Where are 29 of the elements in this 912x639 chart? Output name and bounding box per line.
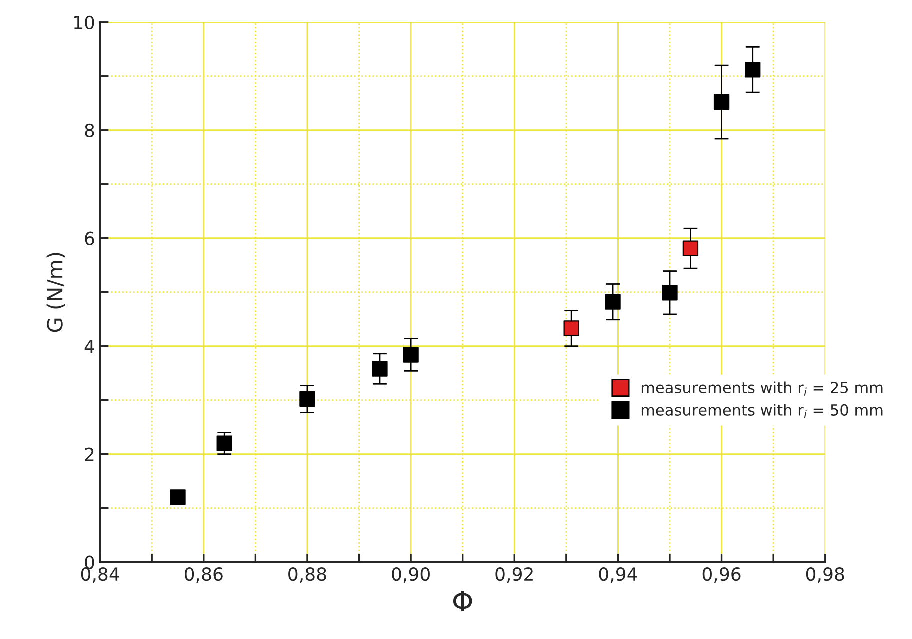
x-tick-label: 0,98	[806, 568, 844, 583]
y-tick-label: 8	[85, 124, 94, 138]
y-tick-label: 10	[74, 16, 94, 30]
point	[564, 320, 580, 336]
y-tick-label: 4	[84, 340, 94, 354]
x-tick-label: 0,96	[702, 568, 741, 583]
point	[714, 94, 730, 110]
point	[745, 62, 761, 78]
point	[403, 347, 419, 363]
x-tick-label: 0,94	[599, 568, 638, 583]
y-tick-label: 6	[85, 232, 94, 246]
point	[682, 240, 699, 256]
x-tick-label: 0,88	[288, 568, 326, 583]
point	[216, 436, 232, 452]
legend-label: measurements with r$_{i}$ = 25 mm	[642, 382, 883, 396]
x-tick-label: 0,86	[184, 568, 223, 583]
point	[372, 361, 388, 377]
y-tick-label: 0	[85, 556, 94, 570]
point	[605, 294, 621, 310]
y-axis-title: G (N/m)	[46, 253, 66, 332]
x-axis-title: Φ	[453, 591, 472, 612]
x-tick-label: 0,90	[392, 568, 430, 583]
point	[662, 285, 678, 301]
x-tick-label: 0,84	[81, 568, 120, 583]
point	[300, 391, 316, 408]
point	[170, 490, 186, 506]
legend-label: measurements with r$_{i}$ = 50 mm	[642, 404, 883, 418]
y-tick-label: 2	[85, 448, 94, 462]
x-tick-label: 0,92	[496, 568, 533, 583]
